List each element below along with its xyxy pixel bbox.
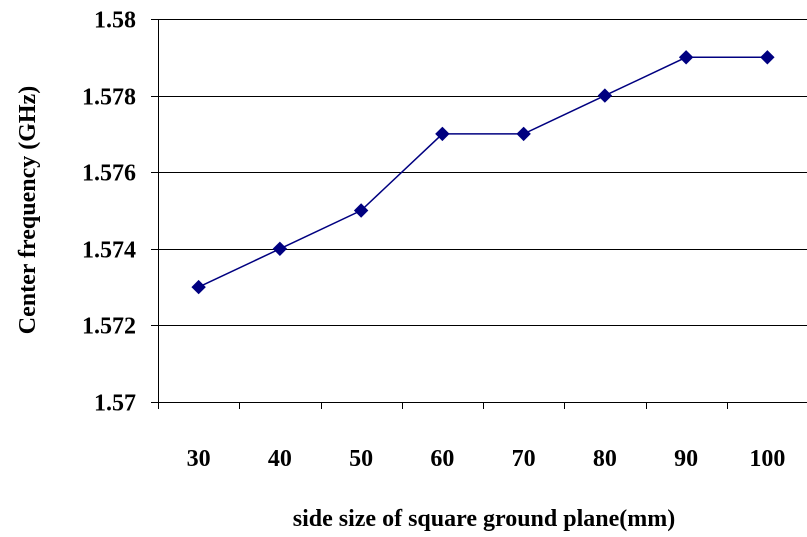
y-tick-label: 1.576 xyxy=(82,161,136,187)
data-point xyxy=(353,203,369,218)
series-line xyxy=(198,56,768,288)
data-point xyxy=(678,50,694,65)
x-tick-label: 30 xyxy=(187,446,211,472)
y-tick-label: 1.57 xyxy=(94,391,136,417)
x-tick-label: 80 xyxy=(593,446,617,472)
y-tick-label: 1.572 xyxy=(82,314,136,340)
tick-labels: 1.57 1.572 1.574 1.576 1.578 1.58 30 40 50 60 70 80… xyxy=(82,8,785,473)
x-tick-label: 70 xyxy=(512,446,536,472)
data-point xyxy=(516,126,531,142)
data-point xyxy=(597,88,613,103)
y-axis-title: Center frequency (GHz) xyxy=(15,86,41,334)
data-point xyxy=(760,50,775,65)
y-tick-label: 1.574 xyxy=(82,238,136,264)
series-layer xyxy=(191,50,775,295)
y-tick-label: 1.58 xyxy=(94,8,136,34)
x-tick-label: 90 xyxy=(674,446,698,472)
data-point xyxy=(435,126,450,142)
x-tick-label: 40 xyxy=(268,446,292,472)
data-point xyxy=(191,279,206,295)
x-axis-title: side size of square ground plane(mm) xyxy=(293,506,675,532)
axes xyxy=(151,19,807,409)
x-tick-label: 100 xyxy=(749,446,785,472)
data-point xyxy=(272,241,288,257)
x-tick-label: 60 xyxy=(430,446,454,472)
x-tick-label: 50 xyxy=(349,446,373,472)
y-tick-label: 1.578 xyxy=(82,85,136,111)
grid-lines xyxy=(158,19,807,326)
